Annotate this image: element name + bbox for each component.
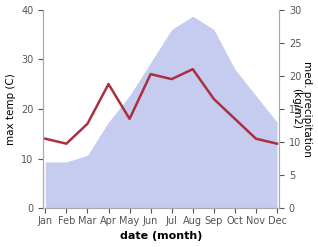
X-axis label: date (month): date (month) — [120, 231, 202, 242]
Y-axis label: med. precipitation
(kg/m2): med. precipitation (kg/m2) — [291, 61, 313, 157]
Y-axis label: max temp (C): max temp (C) — [5, 73, 16, 145]
